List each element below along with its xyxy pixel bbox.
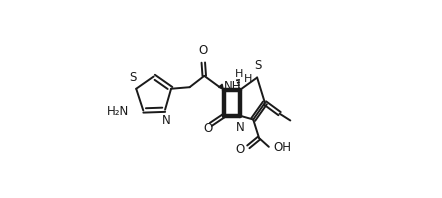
Text: S: S — [129, 71, 137, 85]
Text: N: N — [236, 121, 245, 134]
Text: H: H — [235, 69, 243, 79]
Text: H: H — [244, 74, 252, 84]
Text: NH: NH — [225, 80, 242, 93]
Text: H₂N: H₂N — [107, 105, 129, 118]
Text: S: S — [254, 59, 261, 72]
Text: O: O — [198, 44, 208, 57]
Text: O: O — [203, 122, 212, 135]
Text: OH: OH — [273, 141, 291, 154]
Text: O: O — [236, 143, 245, 156]
Text: N: N — [162, 114, 171, 127]
